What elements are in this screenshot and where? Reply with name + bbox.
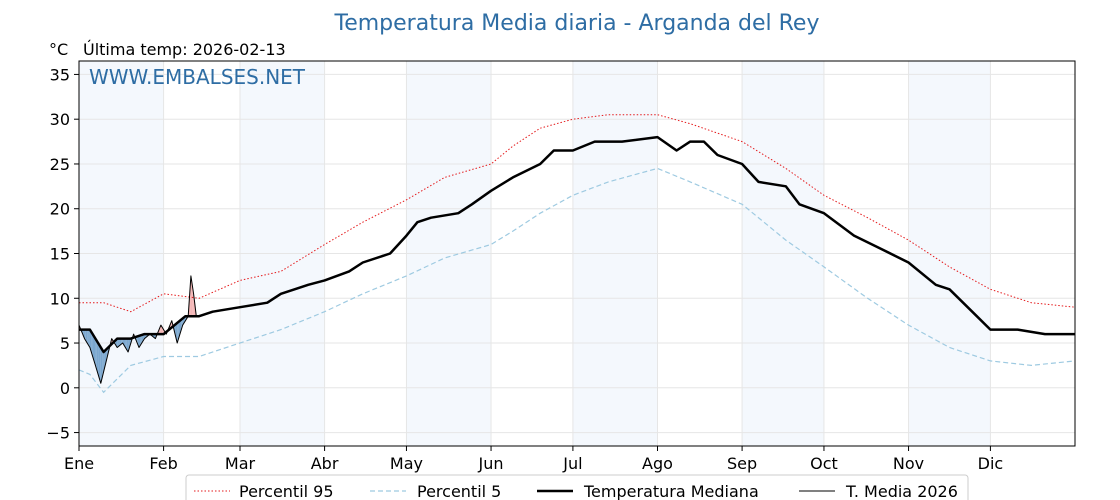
x-tick-label-sep: Sep: [727, 454, 757, 473]
fill-below-median: [174, 324, 176, 338]
fill-below-median: [96, 340, 99, 375]
unit-label: °C: [49, 40, 68, 59]
legend-label-2026: T. Media 2026: [845, 482, 958, 500]
fill-below-median: [122, 338, 124, 346]
y-tick-label: 20: [50, 200, 70, 219]
chart-title: Temperatura Media diaria - Arganda del R…: [334, 11, 820, 36]
y-tick-label: 25: [50, 155, 70, 174]
grid-lines: [78, 61, 1075, 446]
x-tick-label-jul: Jul: [562, 454, 582, 473]
y-axis-ticks: −5 0 5 10 15 20 25 30 35: [46, 65, 79, 443]
fill-above-median: [159, 325, 161, 335]
x-axis-ticks: Ene Feb Mar Abr May Jun Jul Ago Sep Oct Nov Dic: [64, 446, 1003, 473]
y-tick-label: −5: [46, 424, 70, 443]
x-tick-label-abr: Abr: [311, 454, 339, 473]
x-tick-label-feb: Feb: [149, 454, 177, 473]
fill-below-median: [177, 321, 179, 343]
y-tick-label: 30: [50, 110, 70, 129]
x-tick-label-nov: Nov: [893, 454, 924, 473]
legend-label-p95: Percentil 95: [239, 482, 334, 500]
x-tick-label-dic: Dic: [978, 454, 1004, 473]
fill-below-median: [84, 329, 86, 341]
y-tick-label: 0: [60, 379, 70, 398]
legend-label-median: Temperatura Mediana: [583, 482, 759, 500]
fill-below-median: [126, 338, 129, 352]
fill-below-median: [119, 338, 122, 346]
x-tick-label-may: May: [390, 454, 423, 473]
fill-below-median: [125, 338, 127, 350]
fill-below-median: [117, 338, 119, 348]
fill-below-median: [100, 347, 103, 384]
y-tick-label: 35: [50, 65, 70, 84]
x-tick-label-jun: Jun: [478, 454, 504, 473]
fill-below-median: [128, 338, 130, 352]
legend-label-p5: Percentil 5: [417, 482, 501, 500]
fill-below-median: [92, 334, 94, 361]
series-line-temperatura-mediana: [79, 135, 1075, 354]
x-tick-label-ago: Ago: [642, 454, 673, 473]
x-tick-label-mar: Mar: [225, 454, 256, 473]
fill-below-median: [139, 335, 141, 348]
fill-below-median: [99, 345, 101, 384]
x-tick-label-oct: Oct: [810, 454, 838, 473]
fill-above-median: [190, 275, 193, 317]
fill-below-median: [87, 329, 89, 346]
fill-below-median: [83, 329, 85, 339]
fill-below-median: [95, 338, 97, 370]
series-line-percentil-95: [79, 114, 1076, 313]
fill-below-median: [118, 338, 120, 347]
fill-below-median: [102, 349, 104, 378]
fill-below-median: [91, 331, 93, 357]
legend: Percentil 95 Percentil 5 Temperatura Med…: [185, 474, 969, 500]
y-tick-label: 5: [60, 334, 70, 353]
watermark-text: WWW.EMBALSES.NET: [89, 65, 306, 89]
x-tick-label-ene: Ene: [64, 454, 94, 473]
series-line-t-media-2026: [78, 275, 197, 384]
series-lines: [78, 114, 1076, 394]
fill-below-median: [88, 329, 90, 348]
legend-box: [185, 474, 969, 500]
y-tick-label: 15: [50, 245, 70, 264]
fill-below-median: [85, 329, 88, 343]
fill-below-median: [181, 318, 183, 330]
last-temp-label: Última temp: 2026-02-13: [83, 40, 286, 59]
fill-below-median: [94, 336, 96, 366]
series-line-percentil-5: [78, 167, 1076, 394]
y-tick-label: 10: [50, 289, 70, 308]
fill-below-median: [98, 343, 100, 379]
fill-below-median: [89, 329, 92, 352]
